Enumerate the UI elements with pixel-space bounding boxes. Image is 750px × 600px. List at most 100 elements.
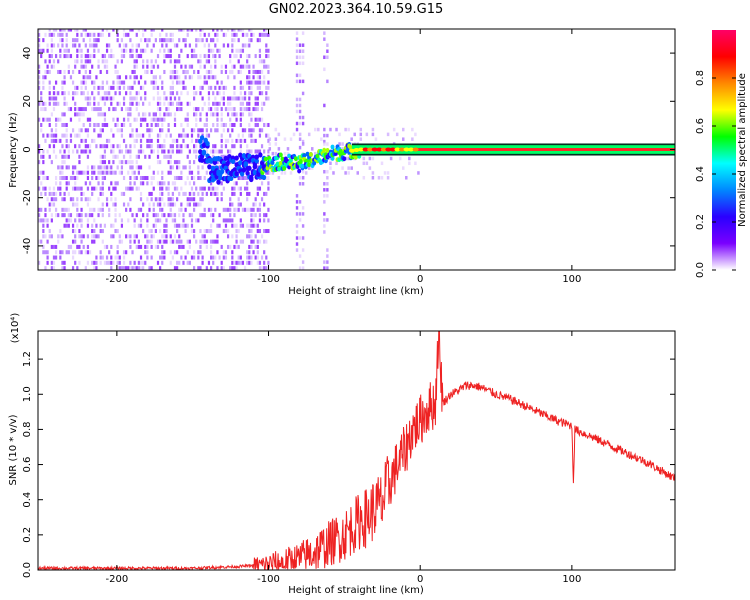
spectrogram-cell <box>84 144 87 149</box>
spectrogram-cell <box>263 250 266 255</box>
spectrogram-cell <box>142 260 145 265</box>
y-tick-label: 1.0 <box>22 386 33 402</box>
spectrogram-cell <box>180 64 183 69</box>
spectrogram-cell <box>267 54 270 59</box>
spectrogram-cell <box>82 191 85 196</box>
spectrogram-cell <box>97 213 100 218</box>
spectrogram-cell <box>154 218 157 223</box>
spectrogram-cell <box>156 133 160 138</box>
spectrogram-cell <box>180 244 183 249</box>
spectrogram-cell <box>263 80 266 85</box>
spectrogram-cell <box>44 186 47 191</box>
spectrogram-signal <box>315 153 320 159</box>
spectrogram-cell <box>256 149 259 154</box>
spectrogram-cell <box>214 96 217 101</box>
spectrogram-cell <box>184 223 187 228</box>
spectrogram-cell <box>108 91 111 96</box>
spectrogram-cell <box>226 112 230 117</box>
spectrogram-cell <box>201 191 204 196</box>
spectrogram-cell <box>57 213 60 218</box>
spectrogram-cell <box>260 59 264 64</box>
spectrogram-cell <box>188 160 191 165</box>
spectrogram-signal <box>261 174 267 181</box>
spectrogram-cell <box>74 101 77 106</box>
spectrogram-cell <box>133 234 136 239</box>
spectrogram-xlabel: Height of straight line (km) <box>288 286 424 297</box>
spectrogram-cell <box>350 142 353 146</box>
spectrogram-cell <box>250 229 253 234</box>
spectrogram-cell <box>52 144 56 149</box>
spectrogram-cell <box>188 43 191 48</box>
spectrogram-cell <box>91 91 94 96</box>
spectrogram-signal <box>367 147 374 152</box>
spectrogram-cell <box>44 234 47 239</box>
spectrogram-cell <box>86 117 90 122</box>
spectrogram-image <box>38 29 675 270</box>
spectrogram-cell <box>186 32 189 37</box>
spectrogram-cell <box>110 54 113 59</box>
spectrogram-cell <box>239 54 242 59</box>
spectrogram-cell <box>241 239 245 244</box>
spectrogram-cell <box>129 181 132 186</box>
spectrogram-cell <box>80 218 83 223</box>
spectrogram-cell <box>103 122 107 127</box>
spectrogram-cell <box>112 85 115 90</box>
spectrogram-cell <box>61 32 64 37</box>
spectrogram-cell <box>52 186 56 191</box>
spectrogram-cell <box>144 260 147 265</box>
spectrogram-cell <box>101 112 104 117</box>
spectrogram-cell <box>93 122 96 127</box>
spectrogram-cell <box>298 79 302 84</box>
spectrogram-cell <box>199 91 202 96</box>
spectrogram-cell <box>214 54 217 59</box>
spectrogram-cell <box>263 64 266 69</box>
spectrogram-cell <box>301 49 305 53</box>
spectrogram-cell <box>250 223 253 228</box>
spectrogram-cell <box>74 38 77 43</box>
spectrogram-cell <box>256 244 259 249</box>
spectrogram-cell <box>184 133 187 138</box>
spectrogram-cell <box>178 191 181 196</box>
spectrogram-cell <box>97 207 100 212</box>
spectrogram-cell <box>46 218 49 223</box>
spectrogram-cell <box>229 59 232 64</box>
spectrogram-cell <box>78 69 81 74</box>
spectrogram-cell <box>110 165 113 170</box>
spectrogram-cell <box>71 96 75 101</box>
spectrogram-signal <box>325 148 330 153</box>
spectrogram-cell <box>258 85 262 90</box>
spectrogram-cell <box>86 234 90 239</box>
spectrogram-cell <box>235 112 238 117</box>
spectrogram-cell <box>74 260 77 265</box>
spectrogram-cell <box>197 218 200 223</box>
spectrogram-cell <box>154 85 157 90</box>
spectrogram-cell <box>59 250 62 255</box>
spectrogram-cell <box>129 197 132 202</box>
spectrogram-cell <box>42 229 45 234</box>
carrier-peak <box>359 148 675 151</box>
spectrogram-cell <box>169 69 172 74</box>
spectrogram-cell <box>78 170 81 175</box>
spectrogram-cell <box>40 128 43 133</box>
spectrogram-cell <box>146 239 149 244</box>
spectrogram-cell <box>195 154 198 159</box>
spectrogram-cell <box>135 75 138 80</box>
spectrogram-cell <box>59 117 62 122</box>
spectrogram-cell <box>235 54 238 59</box>
spectrogram-cell <box>46 250 49 255</box>
spectrogram-cell <box>329 156 332 161</box>
spectrogram-cell <box>42 170 45 175</box>
spectrogram-cell <box>243 96 247 101</box>
spectrogram-cell <box>46 176 49 181</box>
spectrogram-cell <box>146 128 149 133</box>
spectrogram-cell <box>67 107 70 112</box>
spectrogram-cell <box>120 38 124 43</box>
spectrogram-cell <box>152 170 155 175</box>
spectrogram-cell <box>246 101 249 106</box>
spectrogram-cell <box>129 96 132 101</box>
spectrogram-cell <box>108 260 111 265</box>
y-tick-label: 0.4 <box>22 492 33 508</box>
spectrogram-cell <box>254 213 257 218</box>
spectrogram-cell <box>118 144 121 149</box>
